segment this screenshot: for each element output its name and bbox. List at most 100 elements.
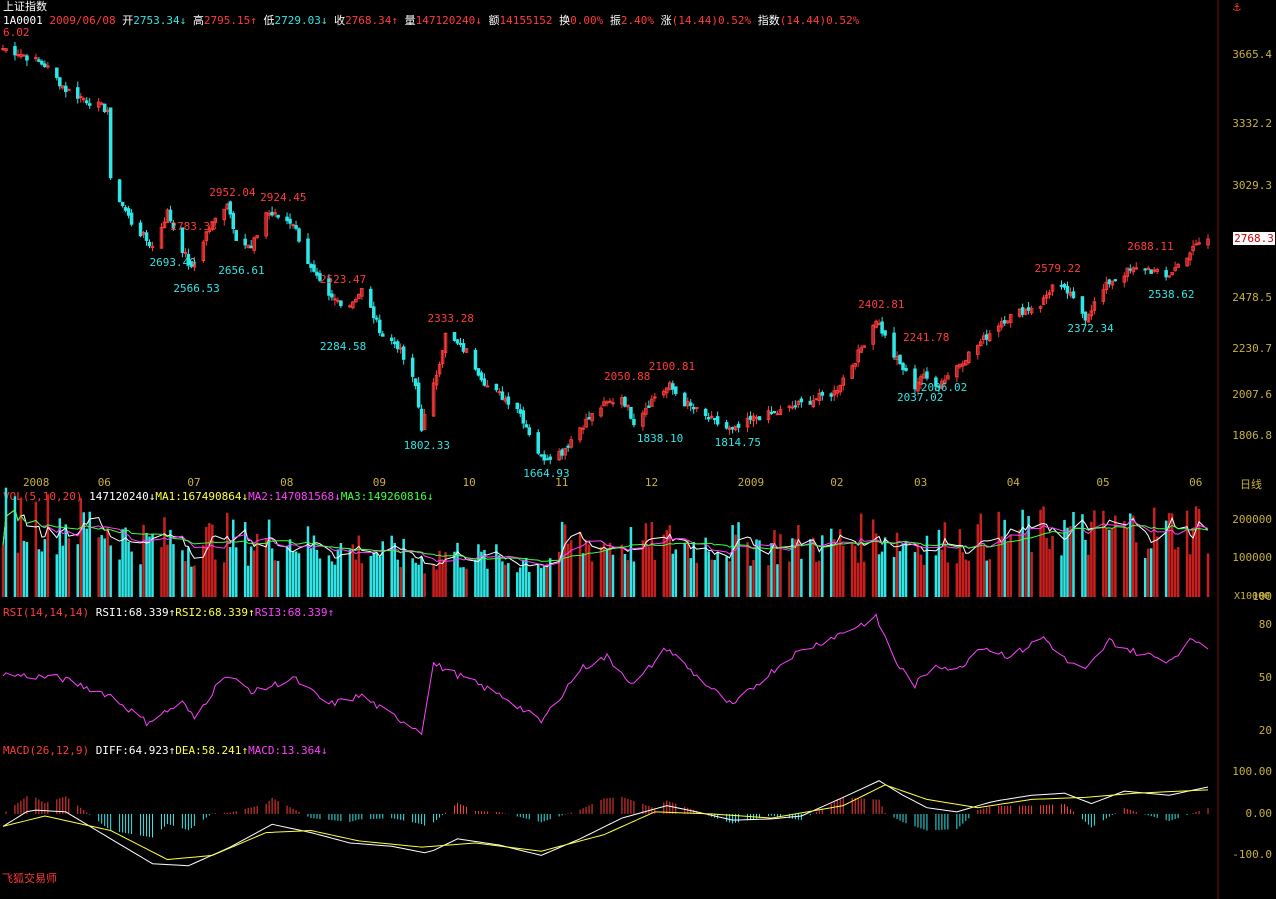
volume-ma2-line — [2, 508, 1209, 566]
volume-bar — [228, 547, 232, 597]
volume-bar — [752, 559, 755, 597]
volume-bar — [498, 555, 501, 597]
rsi-indicator-header: RSI(14,14,14) RSI1:68.339↑RSI2:68.339↑RS… — [3, 606, 334, 619]
price-tick-label: 2478.5 — [1232, 291, 1272, 305]
candle-body — [1008, 313, 1013, 323]
candle-body — [297, 228, 301, 242]
candle-body — [1050, 284, 1055, 292]
candle-body — [859, 347, 863, 353]
candle-body — [413, 378, 418, 387]
volume-bar — [312, 535, 316, 597]
volume-bar — [629, 527, 633, 597]
amplitude-label: 振 — [609, 14, 621, 27]
candle-body — [117, 179, 122, 203]
volume-bar — [55, 554, 59, 597]
period-label[interactable]: 日线 — [1240, 478, 1262, 491]
security-code: 1A0001 — [3, 14, 43, 27]
volume-bar — [225, 512, 229, 597]
candle-body — [264, 212, 268, 237]
candle-body — [422, 414, 427, 430]
price-annotation-high: 2402.81 — [858, 297, 905, 311]
volume-bar — [767, 565, 770, 597]
volume-bar — [1006, 542, 1009, 597]
volume-bar — [1087, 554, 1090, 597]
volume-bar — [525, 557, 528, 597]
volume-bar — [444, 552, 447, 597]
volume-bar — [650, 521, 654, 597]
volume-bar — [898, 551, 902, 597]
volume-bar — [626, 560, 630, 597]
candle-body — [1188, 252, 1192, 261]
candle-body — [159, 227, 164, 249]
time-tick-label: 07 — [187, 476, 201, 489]
volume-bar — [1081, 514, 1084, 597]
volume-bar — [671, 553, 675, 597]
volume-bar — [830, 528, 833, 597]
candle-body — [566, 445, 570, 448]
candle-body — [853, 363, 857, 367]
price-annotation-high: 2952.04 — [209, 185, 256, 199]
volume-bar — [1030, 551, 1033, 597]
price-annotation-high: 2100.81 — [648, 359, 696, 373]
volume-bar — [895, 532, 899, 597]
candle-body — [46, 65, 50, 68]
volume-bar — [79, 497, 83, 597]
volume-bar — [770, 543, 773, 597]
candle-body — [748, 415, 753, 420]
candle-body — [476, 368, 481, 376]
volume-bar — [1197, 508, 1201, 597]
volume-bar — [190, 566, 193, 597]
price-annotation-low: 2372.34 — [1067, 322, 1114, 336]
volume-bar — [1045, 537, 1048, 597]
volume-bar — [880, 551, 884, 597]
volume-bar — [800, 558, 803, 597]
candle-body — [1125, 267, 1130, 277]
volume-bar — [522, 559, 525, 597]
volume-bar — [34, 501, 38, 597]
candle-body — [1059, 284, 1064, 287]
candle-body — [273, 212, 277, 215]
candle-body — [228, 201, 233, 215]
candle-body — [946, 375, 950, 380]
volume-bar — [501, 561, 504, 597]
time-tick-label: 10 — [462, 476, 476, 489]
candle-body — [291, 224, 295, 227]
price-annotation-high: 2523.47 — [319, 273, 367, 287]
volume-bar — [731, 525, 734, 597]
candle-body — [856, 349, 860, 363]
volume-bar — [964, 559, 968, 597]
volume-bar — [348, 549, 352, 597]
volume-bar — [925, 535, 929, 597]
price-annotation-low: 2566.53 — [173, 282, 220, 296]
volume-bar — [578, 531, 582, 597]
volume-bar — [988, 559, 992, 597]
candle-body — [1173, 267, 1177, 272]
anchor-icon[interactable]: ⚓ — [1233, 0, 1241, 15]
volume-bar — [297, 553, 301, 597]
candle-body — [1164, 270, 1168, 278]
volume-bar — [124, 527, 127, 597]
candle-body — [1029, 308, 1034, 314]
volume-bar — [674, 549, 678, 597]
open-label: 开 — [122, 14, 134, 27]
volume-bar — [976, 524, 980, 597]
volume-bar — [940, 549, 944, 597]
macd-hist-value: MACD:13.364 — [248, 744, 321, 757]
candle-body — [1038, 306, 1043, 309]
candle-body — [626, 405, 630, 408]
volume-bar — [234, 547, 238, 597]
volume-bar — [1111, 528, 1114, 597]
volume-bar — [139, 564, 142, 597]
volume-bar — [946, 562, 950, 597]
volume-bar — [1191, 528, 1195, 597]
volume-bar — [151, 534, 154, 597]
candle-body — [249, 245, 253, 249]
candle-body — [1104, 281, 1109, 291]
candle-body — [87, 103, 92, 106]
price-annotation-low: 1814.75 — [714, 436, 761, 450]
volume-tick-label: 100 — [1252, 589, 1272, 603]
volume-bar — [483, 549, 486, 597]
candle-body — [976, 345, 980, 355]
candle-body — [987, 333, 992, 342]
